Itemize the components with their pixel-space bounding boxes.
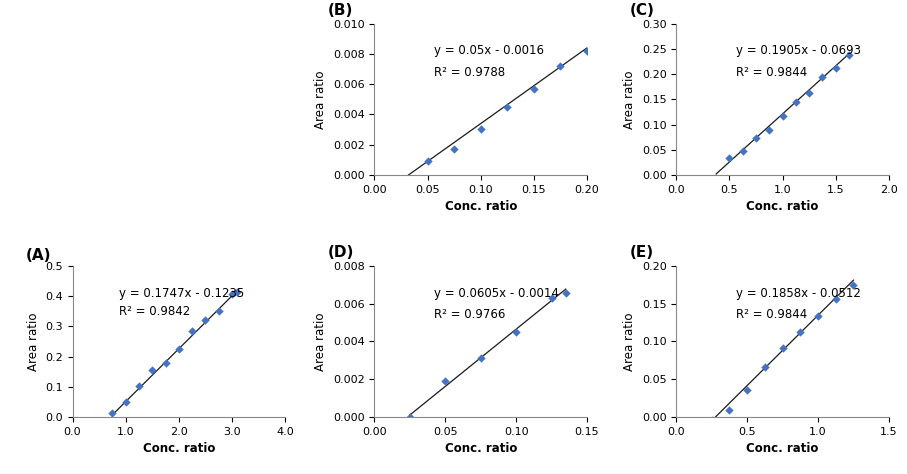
Point: [438, 377, 453, 384]
Point: [544, 294, 559, 302]
Point: [145, 367, 160, 374]
Text: (C): (C): [629, 3, 654, 18]
Y-axis label: Area ratio: Area ratio: [623, 70, 636, 128]
Point: [815, 73, 830, 81]
Point: [394, 178, 408, 186]
Point: [559, 289, 573, 297]
Text: (E): (E): [629, 245, 654, 260]
Text: (A): (A): [25, 248, 52, 263]
Point: [722, 406, 736, 414]
X-axis label: Conc. ratio: Conc. ratio: [444, 201, 517, 213]
Point: [105, 410, 120, 417]
Point: [736, 147, 750, 155]
Point: [775, 112, 790, 119]
Point: [828, 64, 843, 72]
Point: [198, 316, 212, 324]
Text: y = 0.1858x - 0.0512: y = 0.1858x - 0.0512: [736, 287, 861, 300]
Y-axis label: Area ratio: Area ratio: [315, 70, 327, 128]
Point: [132, 383, 146, 390]
Point: [762, 127, 776, 134]
Point: [171, 346, 186, 353]
Point: [185, 327, 200, 335]
Point: [447, 145, 462, 153]
Point: [473, 126, 488, 133]
X-axis label: Conc. ratio: Conc. ratio: [746, 442, 819, 456]
Point: [846, 282, 861, 289]
Point: [230, 288, 245, 296]
Point: [119, 398, 133, 406]
Text: y = 0.1747x - 0.1235: y = 0.1747x - 0.1235: [120, 287, 245, 300]
Point: [709, 174, 724, 182]
Point: [788, 98, 803, 105]
X-axis label: Conc. ratio: Conc. ratio: [142, 442, 215, 456]
Point: [828, 295, 843, 302]
Point: [749, 134, 764, 142]
Y-axis label: Area ratio: Area ratio: [26, 312, 40, 371]
Point: [811, 312, 825, 319]
Point: [509, 328, 523, 336]
Point: [802, 90, 816, 97]
Text: (B): (B): [327, 3, 353, 18]
X-axis label: Conc. ratio: Conc. ratio: [444, 442, 517, 456]
Point: [793, 328, 807, 336]
Text: (D): (D): [327, 245, 354, 260]
Text: y = 0.1905x - 0.0693: y = 0.1905x - 0.0693: [736, 45, 861, 57]
Point: [473, 354, 488, 362]
Text: R² = 0.9766: R² = 0.9766: [434, 308, 505, 321]
Point: [842, 51, 856, 58]
X-axis label: Conc. ratio: Conc. ratio: [746, 201, 819, 213]
Point: [553, 62, 568, 70]
Point: [757, 364, 772, 371]
Text: y = 0.05x - 0.0016: y = 0.05x - 0.0016: [434, 45, 544, 57]
Point: [775, 344, 790, 352]
Point: [580, 47, 594, 55]
Point: [159, 359, 173, 366]
Point: [740, 386, 755, 394]
Y-axis label: Area ratio: Area ratio: [623, 312, 636, 371]
Point: [420, 157, 434, 164]
Point: [500, 103, 514, 110]
Point: [722, 154, 736, 161]
Text: R² = 0.9842: R² = 0.9842: [120, 305, 190, 318]
Point: [225, 291, 239, 298]
Y-axis label: Area ratio: Area ratio: [315, 312, 327, 371]
Point: [211, 307, 226, 314]
Text: y = 0.0605x - 0.0014: y = 0.0605x - 0.0014: [434, 287, 559, 300]
Text: R² = 0.9844: R² = 0.9844: [736, 308, 807, 321]
Text: R² = 0.9788: R² = 0.9788: [434, 65, 505, 79]
Point: [705, 416, 719, 424]
Point: [403, 413, 417, 421]
Point: [527, 85, 541, 93]
Text: R² = 0.9844: R² = 0.9844: [736, 65, 807, 79]
